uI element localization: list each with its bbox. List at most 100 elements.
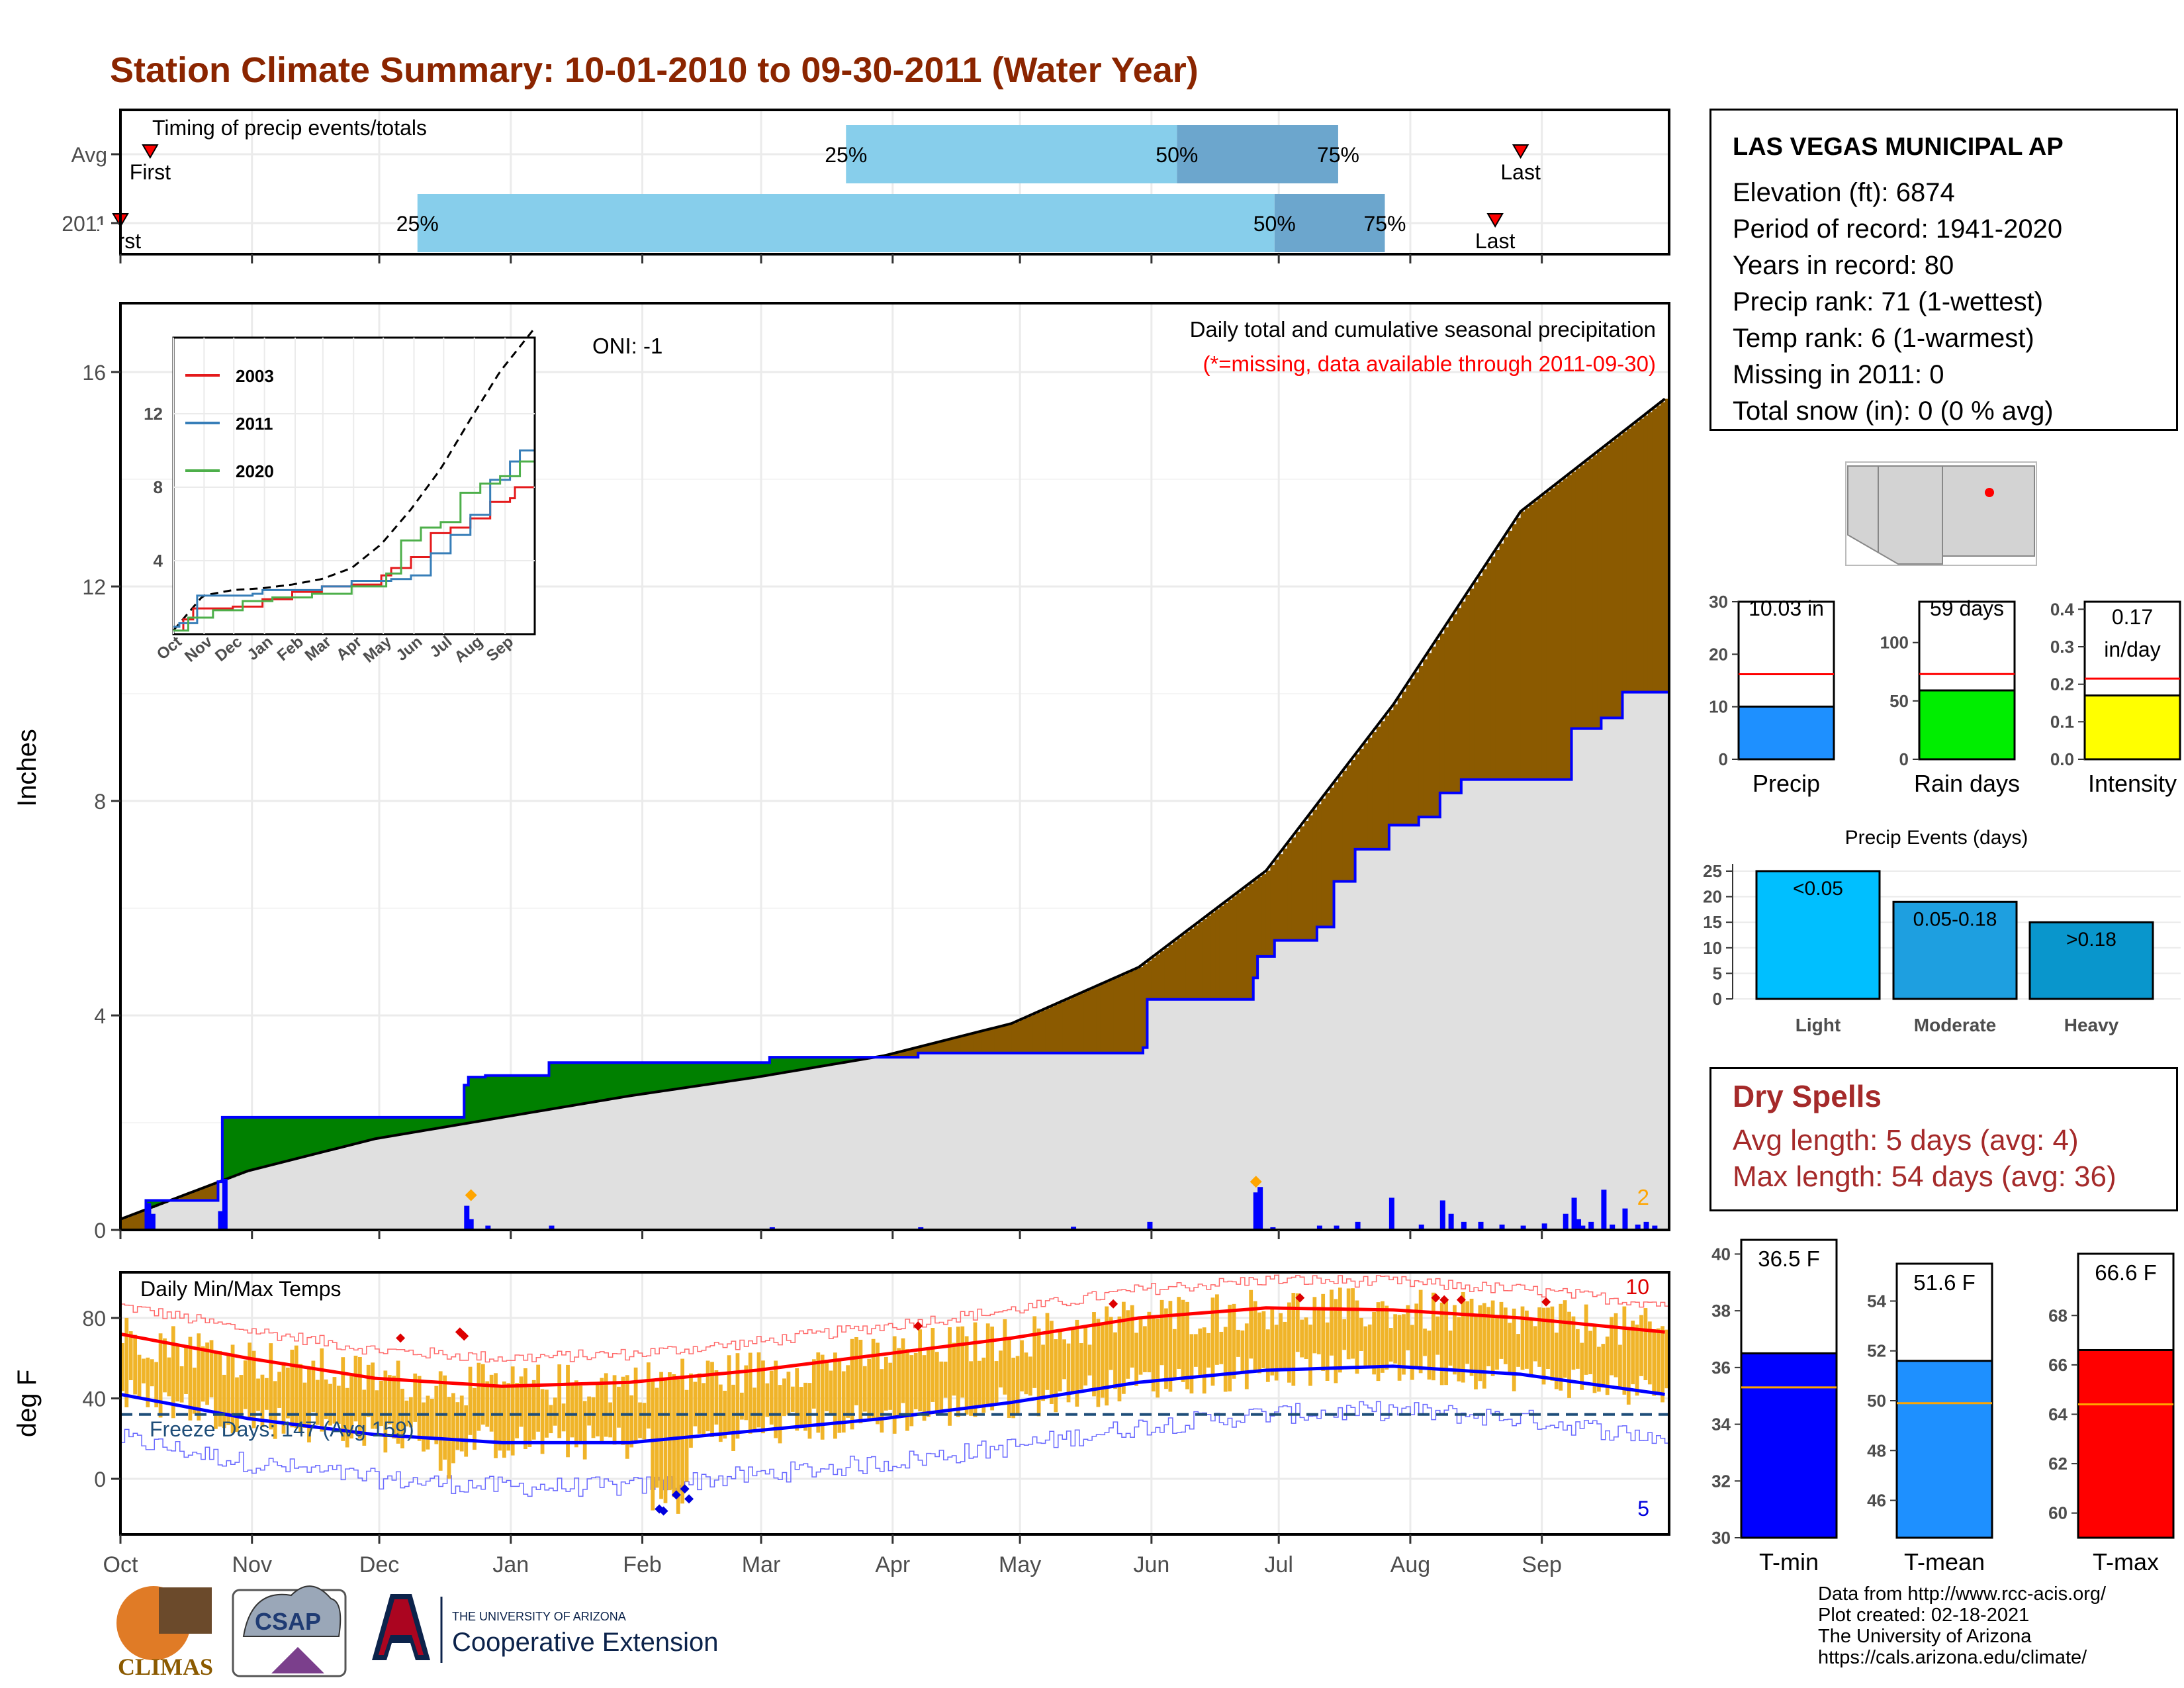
inset-y-tick-label: 8 xyxy=(154,477,163,497)
temp-daily-range-bar xyxy=(1664,1329,1669,1389)
temp-daily-range-bar xyxy=(1571,1316,1576,1370)
temp-daily-range-bar xyxy=(913,1352,918,1410)
precip-deficit-segment xyxy=(1193,925,1199,1000)
precip-surplus-segment xyxy=(455,1117,461,1125)
temp-daily-range-bar xyxy=(1372,1311,1377,1375)
temp-daily-range-bar xyxy=(464,1405,469,1457)
temp-daily-range-bar xyxy=(1635,1325,1639,1396)
precip-deficit-segment xyxy=(1444,627,1449,793)
month-label: Oct xyxy=(103,1552,138,1577)
temp-daily-range-bar xyxy=(383,1370,388,1453)
temp-daily-range-bar xyxy=(1359,1317,1363,1352)
inset-average-line xyxy=(172,328,535,632)
precip-surplus-segment xyxy=(413,1117,418,1133)
precip-surplus-segment xyxy=(264,1117,269,1167)
temp-daily-range-bar xyxy=(1643,1308,1648,1380)
station-precip-rank: Precip rank: 71 (1-wettest) xyxy=(1733,287,2044,316)
precip-deficit-segment xyxy=(1274,859,1279,941)
temp-daily-range-bar xyxy=(782,1378,786,1417)
temp-record-high-marker xyxy=(1431,1293,1441,1303)
temp-daily-range-bar xyxy=(1388,1328,1393,1362)
precip-surplus-segment xyxy=(464,1085,469,1124)
temp-record-high-line xyxy=(120,1274,1669,1363)
mini-bar-tick-label: 10 xyxy=(1709,697,1728,717)
precip-surplus-segment xyxy=(498,1075,503,1118)
temp-daily-range-bar xyxy=(451,1393,455,1464)
precip-surplus-segment xyxy=(672,1062,677,1090)
precip-deficit-segment xyxy=(1092,988,1097,1053)
precip-daily-bar xyxy=(1588,1221,1594,1230)
precip-surplus-segment xyxy=(243,1117,248,1173)
temp-daily-range-bar xyxy=(1334,1299,1338,1383)
events-bar-label: <0.05 xyxy=(1793,878,1843,900)
precip-y-tick-label: 8 xyxy=(94,790,106,814)
temp-daily-range-bar xyxy=(1126,1310,1130,1379)
temp-daily-range-bar xyxy=(1265,1329,1270,1382)
precip-surplus-segment xyxy=(506,1075,512,1117)
precip-deficit-segment xyxy=(1597,451,1602,729)
temp-daily-range-bar xyxy=(269,1343,273,1430)
climas-logo-block xyxy=(159,1587,212,1634)
temperature-summary-bars: 36.5 F T-min 30 32 34 36 38 40 51.6 F T-mean 46 48 5… xyxy=(1711,1239,2175,1575)
temp-daily-range-bar xyxy=(345,1387,349,1448)
precip-deficit-segment xyxy=(1367,737,1373,849)
precip-deficit-segment xyxy=(1156,954,1161,1000)
precip-daily-bar xyxy=(464,1205,470,1230)
temp-daily-range-bar xyxy=(978,1360,981,1406)
temp-daily-range-bar xyxy=(740,1392,744,1420)
temp-daily-range-bar xyxy=(400,1388,404,1448)
precip-surplus-segment xyxy=(311,1117,316,1155)
precip-deficit-segment xyxy=(1490,556,1496,780)
precip-daily-bar xyxy=(1580,1225,1586,1230)
temp-daily-range-bar xyxy=(1036,1328,1041,1417)
precip-deficit-segment xyxy=(1015,1021,1021,1053)
temp-daily-range-bar xyxy=(387,1375,392,1425)
precip-surplus-segment xyxy=(744,1062,749,1079)
timing-row-label: Avg xyxy=(71,143,107,167)
precip-deficit-segment xyxy=(1130,970,1135,1053)
precip-surplus-segment xyxy=(494,1075,499,1119)
temp-daily-range-bar xyxy=(277,1372,281,1408)
precip-daily-bar xyxy=(1418,1224,1424,1230)
temp-daily-range-bar xyxy=(1325,1322,1330,1381)
temp-daily-range-bar xyxy=(1626,1330,1631,1405)
precip-surplus-segment xyxy=(404,1117,410,1134)
precip-surplus-segment xyxy=(702,1062,707,1086)
precip-surplus-segment xyxy=(833,1057,839,1064)
precip-deficit-segment xyxy=(197,1190,202,1201)
precip-surplus-segment xyxy=(248,1117,253,1171)
temp-summary-tick-label: 40 xyxy=(1711,1244,1731,1264)
precip-surplus-segment xyxy=(587,1062,592,1103)
temp-daily-range-bar xyxy=(850,1338,854,1430)
precip-deficit-segment xyxy=(1045,1008,1050,1053)
precip-deficit-segment xyxy=(960,1036,966,1053)
temp-daily-range-bar xyxy=(468,1366,473,1435)
temp-daily-range-bar xyxy=(1406,1305,1410,1350)
precip-deficit-segment xyxy=(1610,442,1615,718)
temp-daily-range-bar xyxy=(353,1355,358,1422)
precip-deficit-segment xyxy=(1465,594,1471,780)
precip-surplus-segment xyxy=(336,1117,341,1149)
temp-daily-range-bar xyxy=(536,1364,541,1432)
station-missing: Missing in 2011: 0 xyxy=(1733,360,1944,389)
precip-surplus-segment xyxy=(408,1117,414,1133)
precip-observed-line xyxy=(120,690,1669,1231)
temp-daily-range-bar xyxy=(167,1357,171,1397)
temp-summary-tick-label: 64 xyxy=(2048,1404,2068,1424)
temp-daily-range-bar xyxy=(1448,1331,1453,1366)
precip-deficit-segment xyxy=(1495,549,1500,780)
temp-daily-range-bar xyxy=(184,1345,188,1394)
precip-surplus-segment xyxy=(646,1062,651,1094)
timing-panel-label: Timing of precip events/totals xyxy=(152,116,427,140)
temp-daily-range-bar xyxy=(1015,1356,1020,1416)
temp-daily-range-bar xyxy=(566,1364,570,1458)
temp-daily-range-bar xyxy=(235,1377,239,1432)
temp-record-low-line xyxy=(120,1401,1669,1497)
precip-deficit-segment xyxy=(1656,405,1661,692)
precip-daily-bar xyxy=(150,1213,156,1230)
temp-daily-range-bar xyxy=(960,1326,965,1398)
precip-inset-comparison: 2003201120204812OctNovDecJanFebMarAprMay… xyxy=(144,328,536,667)
precip-deficit-segment xyxy=(1244,886,1250,1000)
temp-daily-range-bar xyxy=(774,1360,778,1438)
temp-daily-range-bar xyxy=(1351,1288,1355,1359)
